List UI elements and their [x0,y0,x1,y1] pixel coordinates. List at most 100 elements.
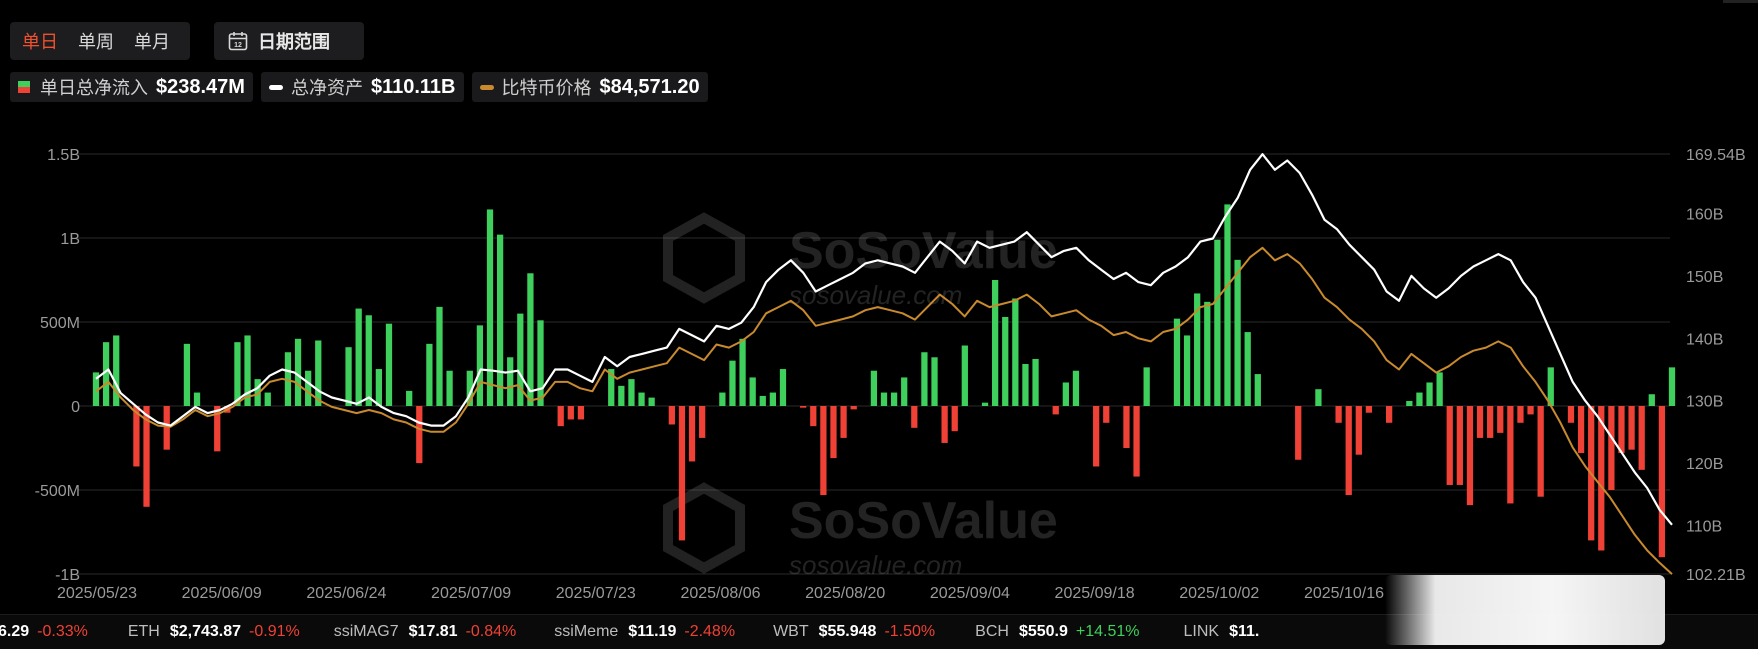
outflow-bar [1335,406,1342,423]
inflow-bar [759,395,766,406]
ticker-symbol: LINK [1183,623,1220,640]
x-tick-label: 2025/06/24 [306,585,386,602]
inflow-bar [234,342,241,406]
line-swatch-icon [479,84,494,90]
inflow-bar [193,392,201,406]
ticker-price: 6.29 [0,623,30,640]
inflow-bar [375,369,383,406]
inflow-bar [1406,400,1413,406]
outflow-bar [1295,406,1302,460]
inflow-bar [1173,318,1181,406]
tab-daily[interactable]: 单日 [22,32,58,52]
inflow-bar [486,209,494,406]
ticker-item[interactable]: 6.29 -0.33% [0,623,88,641]
y-right-tick-label: 140B [1686,331,1723,348]
inflow-bar [1668,367,1676,406]
watermark-brand: SoSoValue [789,222,1058,280]
y-right-tick-label: 169.54B [1686,147,1746,164]
ticker-change: -0.33% [37,623,88,640]
ticker-item[interactable]: LINK $11. [1183,623,1267,641]
inflow-bar [1224,204,1231,406]
chart-legend: 单日总净流入 $238.47M 总净资产 $110.11B 比特币价格 $84,… [10,72,708,102]
inflow-bar [466,370,473,406]
outflow-bar [1658,406,1666,558]
tab-weekly[interactable]: 单周 [78,32,114,52]
inflow-bar [729,360,736,406]
y-left-tick-label: -500M [35,483,80,500]
outflow-bar [1103,406,1110,423]
outflow-bar [800,406,807,408]
x-tick-label: 2025/07/23 [556,585,636,602]
legend-btc-price[interactable]: 比特币价格 $84,571.20 [471,72,708,102]
date-range-button[interactable]: 12 日期范围 [214,22,364,60]
outflow-bar [1446,406,1453,485]
outflow-bar [1093,406,1100,467]
inflow-bar [749,377,756,406]
ticker-item[interactable]: BCH $550.9 +14.51% [975,623,1139,641]
ticker-symbol: BCH [975,623,1009,640]
ticker-item[interactable]: ETH $2,743.87 -0.91% [128,623,300,641]
inflow-bar [981,402,989,406]
inflow-bar [779,369,787,406]
ticker-item[interactable]: WBT $55.948 -1.50% [773,623,935,641]
ticker-item[interactable]: ssiMeme $11.19 -2.48% [554,623,735,641]
inflow-bar [1648,394,1655,406]
x-tick-label: 2025/06/09 [182,585,262,602]
inflow-bar [1204,301,1211,406]
outflow-bar [1476,406,1484,438]
x-tick-label: 2025/08/06 [680,585,760,602]
legend-net-assets-label: 总净资产 [290,78,363,98]
outflow-bar [143,406,150,507]
inflow-bar [901,377,908,406]
ticker-symbol: ssiMAG7 [333,623,399,640]
y-right-tick-label: 130B [1686,394,1723,411]
ticker-price: $17.81 [408,623,458,640]
inflow-bar [436,306,443,406]
outflow-bar [1577,406,1585,454]
ticker-symbol: ETH [127,623,160,640]
x-tick-label: 2025/10/16 [1304,585,1384,602]
inflow-bar [1436,372,1443,406]
legend-net-inflow[interactable]: 单日总净流入 $238.47M [10,72,253,102]
outflow-bar [1345,406,1352,496]
outflow-bar [567,406,574,420]
y-right-tick-label: 150B [1686,269,1723,286]
ticker-price: $11. [1229,623,1260,640]
ticker-item[interactable]: ssiMAG7 $17.81 -0.84% [334,623,517,641]
inflow-bar [365,315,372,406]
outflow-bar [163,406,170,450]
outflow-bar [1567,406,1575,423]
inflow-bar [244,335,251,406]
legend-net-assets[interactable]: 总净资产 $110.11B [260,72,464,102]
inflow-bar [264,392,271,406]
inflow-bar [961,345,968,406]
outflow-bar [840,406,847,438]
outflow-bar [1517,406,1524,423]
outflow-bar [1598,406,1605,551]
etf-flow-chart[interactable]: 1.5B 1B 500M 0 -500M -1B 169.54B 160B 150B 140B 13… [0,0,1758,614]
inflow-bar [890,392,898,406]
inflow-bar [92,372,100,406]
inflow-bar [254,379,261,406]
y-right-tick-label: 102.21B [1686,567,1746,584]
legend-btc-price-label: 比特币价格 [501,78,592,98]
outflow-bar [214,406,221,452]
tab-monthly[interactable]: 单月 [134,32,170,52]
inflow-bar [739,338,746,406]
inflow-bar [1416,392,1423,406]
ticker-price: $2,743.87 [169,623,242,640]
period-tabs: 单日 单周 单月 [10,22,190,60]
ticker-change: -2.48% [684,623,736,640]
outflow-bar [1638,406,1645,470]
x-tick-label: 2025/05/23 [57,585,137,602]
inflow-bar [113,335,120,406]
outflow-bar [850,406,857,410]
legend-net-inflow-value: $238.47M [156,75,245,98]
inflow-bar [1244,332,1251,406]
calendar-icon: 12 [228,32,248,51]
outflow-bar [688,406,696,462]
outflow-bar [1365,406,1373,413]
outflow-bar [1628,406,1635,450]
net-assets-line [95,153,1673,526]
outflow-bar [1618,406,1625,454]
